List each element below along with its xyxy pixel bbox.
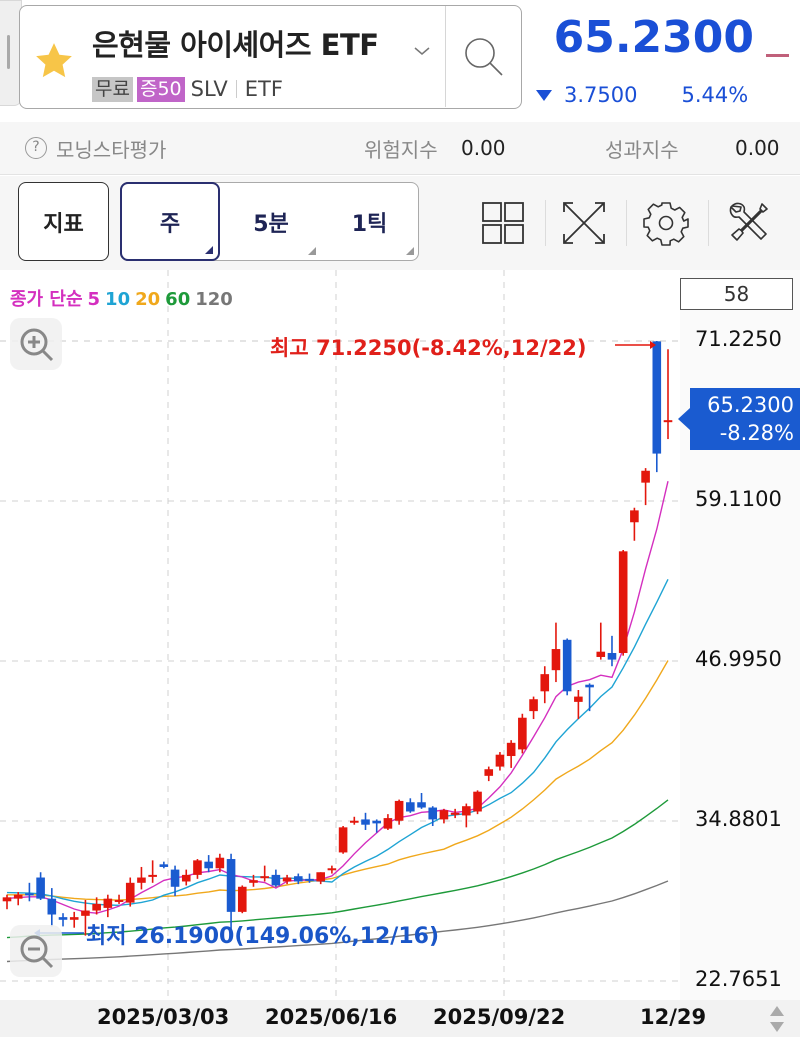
morningstar-label[interactable]: 모닝스타평가 (56, 137, 167, 162)
period-selector: 주 5분 1틱 (120, 182, 419, 261)
type-label: ETF (244, 77, 283, 101)
dropdown-corner-icon (406, 247, 414, 255)
down-triangle-icon (536, 89, 552, 101)
price-tag-shape (678, 388, 800, 450)
search-button[interactable] (446, 6, 522, 107)
x-tick-label: 2025/06/16 (265, 1005, 398, 1029)
stock-selector[interactable]: 은현물 아이셰어즈 ETF 무료 증50 SLV ETF (19, 5, 522, 109)
risk-index-value: 0.00 (461, 136, 506, 160)
zoom-out-button[interactable] (10, 925, 62, 977)
risk-index-label: 위험지수 (364, 137, 438, 162)
morningstar-row: ? 모닝스타평가 위험지수 0.00 성과지수 0.00 (0, 122, 800, 175)
price-flag-marker (766, 54, 789, 57)
stock-badges: 무료 증50 SLV ETF (92, 76, 283, 102)
indicator-button[interactable]: 지표 (18, 182, 109, 261)
help-icon[interactable]: ? (25, 137, 47, 159)
performance-index-label: 성과지수 (605, 137, 679, 162)
period-label: 1틱 (351, 211, 388, 237)
candle-count-box[interactable]: 58 (680, 278, 793, 310)
current-price-tag-pct: -8.28% (719, 421, 794, 445)
legend-ma5: 5 (87, 289, 101, 310)
toolbar-divider (626, 200, 627, 246)
price-change-row: 3.7500 5.44% (536, 83, 748, 107)
x-tick-label: 2025/03/03 (97, 1005, 230, 1029)
price-chart[interactable]: 종가 단순 5 10 20 60 120 58 71.2250 59.1100 46.99… (0, 270, 800, 1000)
drawer-handle-bar (7, 35, 10, 69)
current-price: 65.2300 (553, 12, 754, 63)
star-icon[interactable] (32, 40, 76, 82)
header: 은현물 아이셰어즈 ETF 무료 증50 SLV ETF 65.2300 3.7… (0, 0, 800, 120)
high-price-annotation: 최고 71.2250(-8.42%,12/22) (270, 336, 587, 360)
ma-legend[interactable]: 종가 단순 5 10 20 60 120 (10, 285, 238, 311)
settings-gear-icon[interactable] (643, 200, 689, 246)
x-tick-label: 2025/09/22 (433, 1005, 566, 1029)
y-tick-label: 71.2250 (695, 327, 782, 351)
tools-icon[interactable] (726, 200, 772, 246)
current-price-tag-text: 65.2300 -8.28% (706, 391, 794, 447)
y-tick-label: 34.8801 (695, 807, 782, 831)
current-price-tag: 65.2300 -8.28% (678, 388, 800, 450)
zoom-in-button[interactable] (10, 318, 62, 370)
period-5min-tab[interactable]: 5분 (221, 183, 321, 260)
ticker-label: SLV (190, 77, 228, 101)
fullscreen-icon[interactable] (561, 200, 607, 246)
period-label: 주 (159, 211, 181, 237)
legend-ma60: 60 (165, 289, 191, 310)
toolbar-divider (545, 200, 546, 246)
period-label: 5분 (253, 211, 289, 237)
candlestick-plot[interactable] (0, 270, 800, 1000)
period-1tick-tab[interactable]: 1틱 (320, 183, 419, 260)
chevron-down-icon[interactable] (412, 44, 432, 58)
search-divider (445, 6, 446, 107)
chart-toolbar: 지표 주 5분 1틱 (0, 176, 800, 270)
period-weekly-tab[interactable]: 주 (120, 182, 220, 261)
date-axis[interactable]: 2025/03/03 2025/06/16 2025/09/22 12/29 (0, 1000, 800, 1037)
y-tick-label: 59.1100 (695, 487, 782, 511)
legend-ma120: 120 (195, 289, 233, 310)
badge-divider (235, 80, 237, 98)
dropdown-corner-icon (205, 246, 213, 254)
zoom-out-icon (20, 935, 54, 969)
legend-prefix: 종가 단순 (10, 289, 83, 310)
zoom-in-icon (20, 328, 54, 362)
change-percent: 5.44% (681, 83, 749, 107)
x-tick-label: 12/29 (640, 1005, 707, 1029)
stock-name[interactable]: 은현물 아이셰어즈 ETF (92, 28, 379, 62)
margin-badge: 증50 (136, 76, 185, 102)
change-value: 3.7500 (564, 83, 638, 107)
dropdown-corner-icon (308, 247, 316, 255)
search-icon (465, 37, 503, 76)
performance-index-value: 0.00 (735, 136, 780, 160)
current-price-tag-price: 65.2300 (707, 393, 794, 417)
legend-ma10: 10 (105, 289, 131, 310)
low-price-annotation: 최저 26.1900(149.06%,12/16) (86, 924, 440, 949)
legend-ma20: 20 (135, 289, 161, 310)
y-tick-label: 46.9950 (695, 647, 782, 671)
toolbar-divider (708, 200, 709, 246)
layout-grid-icon[interactable] (480, 200, 526, 246)
free-badge: 무료 (92, 76, 133, 102)
y-tick-label: 22.7651 (695, 967, 782, 991)
scroll-updown-icon[interactable] (766, 1004, 788, 1034)
